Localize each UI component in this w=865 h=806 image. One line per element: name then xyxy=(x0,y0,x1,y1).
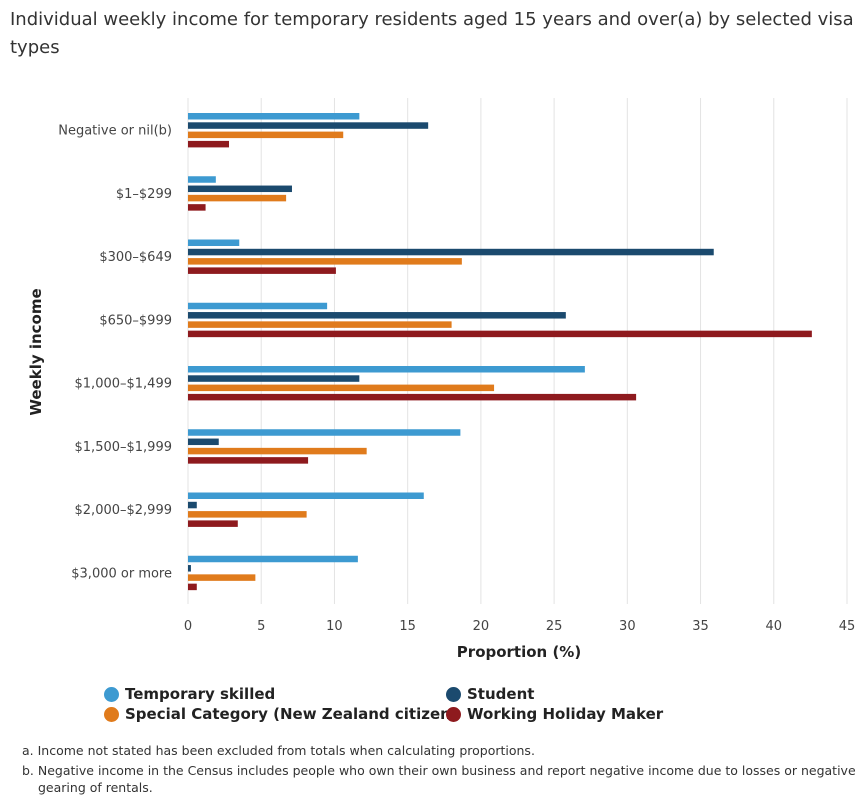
bar-special-category[interactable] xyxy=(188,258,462,265)
x-axis-label: Proportion (%) xyxy=(457,643,581,661)
legend: Temporary skilled Student Special Catego… xyxy=(104,685,724,729)
bar-temporary-skilled[interactable] xyxy=(188,239,240,247)
bar-student[interactable] xyxy=(188,122,429,129)
y-axis-label: Weekly income xyxy=(27,288,45,415)
legend-item-student[interactable]: Student xyxy=(446,685,534,703)
bar-special-category[interactable] xyxy=(188,511,307,518)
chart-title: Individual weekly income for temporary r… xyxy=(10,9,854,58)
x-tick-label: 45 xyxy=(839,619,856,634)
bar-special-category[interactable] xyxy=(188,384,495,392)
x-tick-label: 5 xyxy=(257,619,265,634)
y-tick-labels: Negative or nil(b) $1–$299 $300–$649 $650–$… xyxy=(58,124,172,582)
bar-temporary-skilled[interactable] xyxy=(188,492,424,500)
y-tick-label: $650–$999 xyxy=(99,313,172,328)
x-tick-label: 40 xyxy=(766,619,783,634)
bar-working-holiday[interactable] xyxy=(188,393,637,401)
legend-label: Temporary skilled xyxy=(125,685,276,703)
y-tick-label: $3,000 or more xyxy=(71,566,172,581)
bar-working-holiday[interactable] xyxy=(188,267,336,274)
legend-item-working-holiday-maker[interactable]: Working Holiday Maker xyxy=(446,705,663,723)
bar-working-holiday[interactable] xyxy=(188,140,230,148)
bar-working-holiday[interactable] xyxy=(188,204,206,211)
footnote-b: b. Negative income in the Census include… xyxy=(22,763,856,795)
legend-dot-icon xyxy=(446,686,461,702)
x-tick-label: 0 xyxy=(184,619,192,634)
bar-student[interactable] xyxy=(188,438,219,446)
bar-student[interactable] xyxy=(188,248,714,256)
x-tick-label: 25 xyxy=(546,619,563,634)
bar-special-category[interactable] xyxy=(188,574,256,581)
x-tick-labels: 0 5 10 15 20 25 30 35 40 45 xyxy=(184,619,855,634)
legend-item-temporary-skilled[interactable]: Temporary skilled xyxy=(104,685,275,703)
bar-student[interactable] xyxy=(188,501,197,509)
bar-working-holiday[interactable] xyxy=(188,520,238,527)
bar-special-category[interactable] xyxy=(188,321,452,328)
bar-student[interactable] xyxy=(188,185,292,193)
y-tick-label: $1,500–$1,999 xyxy=(75,440,172,455)
y-tick-label: $1–$299 xyxy=(116,187,172,202)
legend-label: Student xyxy=(467,685,535,703)
x-tick-label: 35 xyxy=(692,619,709,634)
y-tick-label: $300–$649 xyxy=(99,250,172,265)
legend-label: Special Category (New Zealand citizen) xyxy=(125,705,458,723)
legend-dot-icon xyxy=(104,686,119,702)
grid-lines xyxy=(187,98,848,604)
bar-temporary-skilled[interactable] xyxy=(188,555,358,563)
y-tick-label: $2,000–$2,999 xyxy=(75,503,172,518)
x-tick-label: 15 xyxy=(399,619,416,634)
legend-dot-icon xyxy=(104,706,119,722)
bar-student[interactable] xyxy=(188,312,566,319)
legend-label: Working Holiday Maker xyxy=(467,705,664,723)
bar-temporary-skilled[interactable] xyxy=(188,429,461,436)
y-tick-label: $1,000–$1,499 xyxy=(75,377,172,392)
footnotes: a. Income not stated has been excluded f… xyxy=(22,742,862,799)
bar-student[interactable] xyxy=(188,375,360,382)
footnote-a: a. Income not stated has been excluded f… xyxy=(22,743,535,758)
bar-temporary-skilled[interactable] xyxy=(188,113,360,120)
x-tick-label: 20 xyxy=(473,619,490,634)
bar-working-holiday[interactable] xyxy=(188,330,812,338)
x-tick-label: 10 xyxy=(326,619,343,634)
bar-chart: Negative or nil(b) $1–$299 $300–$649 $650–$… xyxy=(27,98,855,661)
bar-student[interactable] xyxy=(188,565,191,572)
y-tick-label: Negative or nil(b) xyxy=(58,124,172,139)
legend-dot-icon xyxy=(446,706,461,722)
bar-special-category[interactable] xyxy=(188,447,367,455)
bar-temporary-skilled[interactable] xyxy=(188,176,216,183)
x-tick-label: 30 xyxy=(619,619,636,634)
bar-special-category[interactable] xyxy=(188,194,287,202)
bar-temporary-skilled[interactable] xyxy=(188,302,328,310)
bar-working-holiday[interactable] xyxy=(188,457,309,464)
bar-temporary-skilled[interactable] xyxy=(188,366,585,373)
bar-working-holiday[interactable] xyxy=(188,583,197,591)
legend-item-special-category[interactable]: Special Category (New Zealand citizen) xyxy=(104,705,458,723)
bars xyxy=(188,113,812,591)
bar-special-category[interactable] xyxy=(188,131,344,139)
